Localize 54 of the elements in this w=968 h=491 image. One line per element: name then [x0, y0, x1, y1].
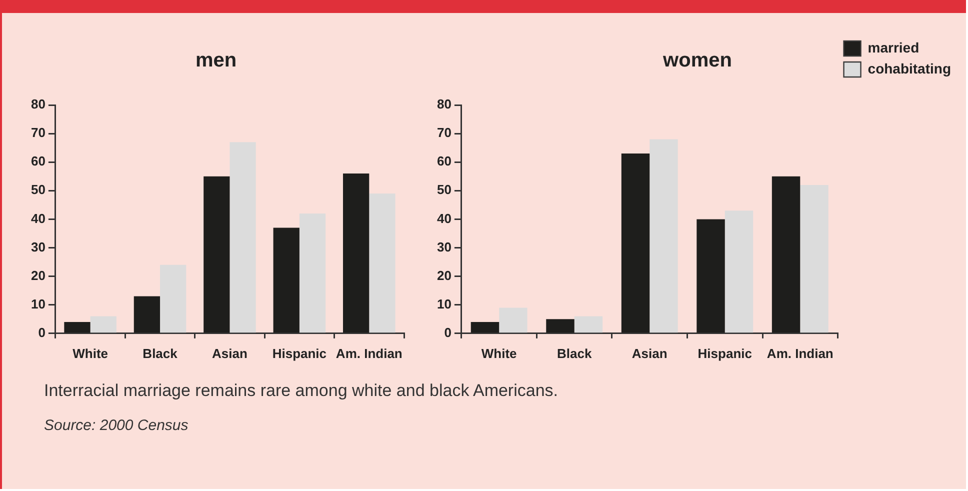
- bar: [724, 210, 754, 333]
- x-tick-label: Am. Indian: [766, 346, 834, 361]
- source-note: Source: 2000 Census: [44, 417, 190, 434]
- bar: [696, 219, 725, 333]
- legend-label: married: [868, 39, 920, 56]
- bar: [574, 316, 603, 333]
- y-tick-label: 0: [38, 324, 46, 340]
- y-tick-label: 50: [30, 182, 46, 198]
- y-tick-label: 30: [436, 239, 452, 254]
- y-tick-label: 50: [436, 182, 452, 198]
- y-tick-label: 40: [30, 210, 46, 226]
- legend-label: cohabitating: [868, 60, 952, 76]
- y-tick-label: 60: [436, 154, 452, 169]
- x-tick-label: Black: [142, 346, 178, 361]
- text: Interracial marriage remains rare among white and black Americans.: [44, 381, 558, 401]
- y-tick-label: 70: [30, 125, 46, 140]
- bar: [230, 142, 256, 333]
- bar: [299, 213, 326, 333]
- y-tick-label: 60: [30, 154, 46, 169]
- bar: [470, 322, 500, 333]
- bar: [800, 184, 828, 333]
- bar: [64, 322, 90, 333]
- x-tick-label: Hispanic: [698, 346, 752, 361]
- x-tick-label: Black: [557, 346, 592, 361]
- bar: [499, 308, 528, 333]
- y-tick-label: 0: [444, 324, 452, 340]
- bar: [204, 176, 230, 333]
- bar: [90, 316, 116, 333]
- bar: [369, 194, 396, 333]
- chart-title: men: [195, 50, 237, 72]
- y-tick-label: 80: [436, 96, 452, 112]
- y-tick-label: 20: [30, 268, 46, 283]
- y-tick-label: 10: [30, 296, 46, 312]
- bar: [134, 296, 160, 333]
- bar: [772, 176, 800, 333]
- y-tick-label: 30: [30, 239, 46, 254]
- x-tick-label: Asian: [632, 346, 668, 361]
- bar: [650, 139, 678, 333]
- x-tick-label: Hispanic: [272, 346, 327, 361]
- x-tick-label: White: [72, 346, 108, 361]
- bar: [343, 174, 370, 333]
- x-tick-label: White: [481, 346, 517, 361]
- bar: [546, 319, 574, 333]
- bar: [160, 264, 186, 333]
- y-tick-label: 70: [436, 125, 452, 140]
- y-tick-label: 40: [436, 210, 452, 226]
- x-tick-label: Asian: [212, 346, 248, 361]
- y-tick-label: 80: [30, 96, 46, 112]
- bar: [273, 228, 300, 333]
- y-tick-label: 20: [436, 268, 452, 283]
- chart-title: women: [662, 50, 732, 72]
- x-tick-label: Am. Indian: [336, 346, 402, 361]
- y-tick-label: 10: [436, 296, 452, 312]
- bar: [621, 154, 650, 333]
